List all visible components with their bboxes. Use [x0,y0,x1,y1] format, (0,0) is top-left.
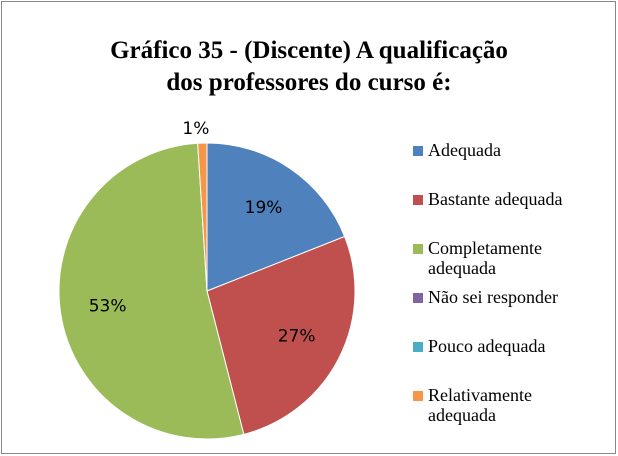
data-label: 27% [278,327,316,347]
legend-item: Não sei responder [413,287,613,336]
legend-item: Bastante adequada [413,189,613,238]
legend: Adequada Bastante adequada Completamente a… [413,140,613,434]
chart-title: dos professores do curso é: [166,69,451,96]
legend-swatch [413,342,423,352]
pie-slice [58,142,245,440]
legend-swatch [413,391,423,401]
legend-item: Completamente adequada [413,238,613,287]
legend-swatch [413,293,423,303]
legend-label: Pouco adequada [428,336,546,356]
legend-label: Não sei responder [428,287,558,307]
legend-swatch [413,244,423,254]
legend-label: Relativamente adequada [428,385,532,425]
pie-slice [197,142,208,292]
data-label: 53% [89,297,127,317]
legend-label: Adequada [428,140,501,160]
pie-slice [206,235,356,435]
legend-item: Relativamente adequada [413,385,613,434]
legend-swatch [413,146,423,156]
pie-slice [206,142,346,292]
legend-label: Bastante adequada [428,189,563,209]
legend-label: Completamente adequada [428,238,542,278]
legend-item: Adequada [413,140,613,189]
chart-title: Gráfico 35 - (Discente) A qualificação [110,37,508,64]
data-label: 1% [182,119,209,139]
legend-swatch [413,195,423,205]
data-label: 19% [245,198,283,218]
legend-item: Pouco adequada [413,336,613,385]
